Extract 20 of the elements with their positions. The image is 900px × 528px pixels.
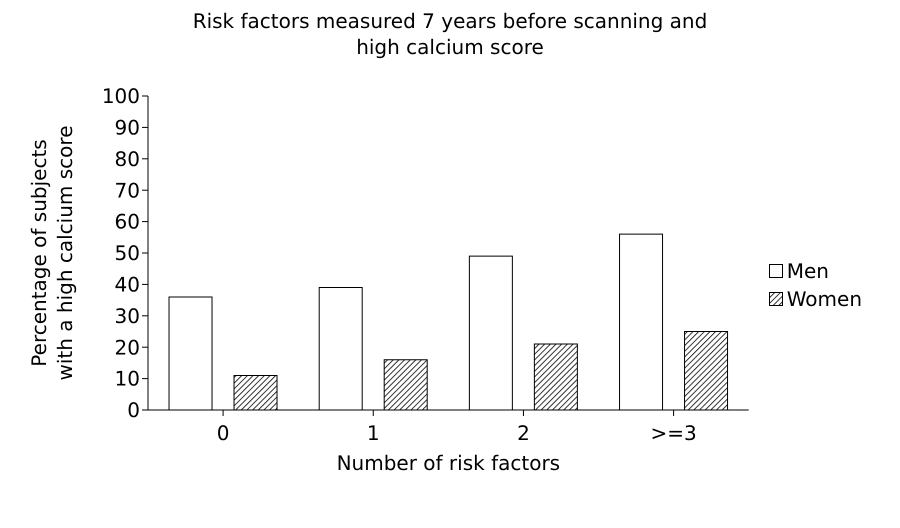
y-tick-label: 80 [114,146,140,171]
y-tick-label: 60 [114,210,140,234]
legend-label: Men [786,259,829,283]
x-tick-label: 1 [366,421,380,446]
y-tick-label: 0 [127,398,140,422]
y-tick-label: 30 [114,304,140,328]
x-tick-label: 2 [517,421,530,446]
x-axis-title: Number of risk factors [336,451,560,475]
y-tick-label: 40 [114,272,140,296]
x-tick-label: 0 [216,421,230,446]
y-tick-label: 20 [114,335,140,360]
y-axis-title: Percentage of subjects with a high calcium score [27,126,77,380]
legend-label: Women [786,287,862,311]
y-tick-label: 90 [114,116,140,140]
y-tick-label: 10 [114,366,140,391]
x-tick-label: >=3 [650,421,697,446]
chart-title: Risk factors measured 7 years before scanning and high calcium score [192,8,708,60]
y-tick-label: 50 [114,241,140,266]
y-tick-label: 70 [114,178,140,202]
y-tick-label: 100 [102,84,140,108]
